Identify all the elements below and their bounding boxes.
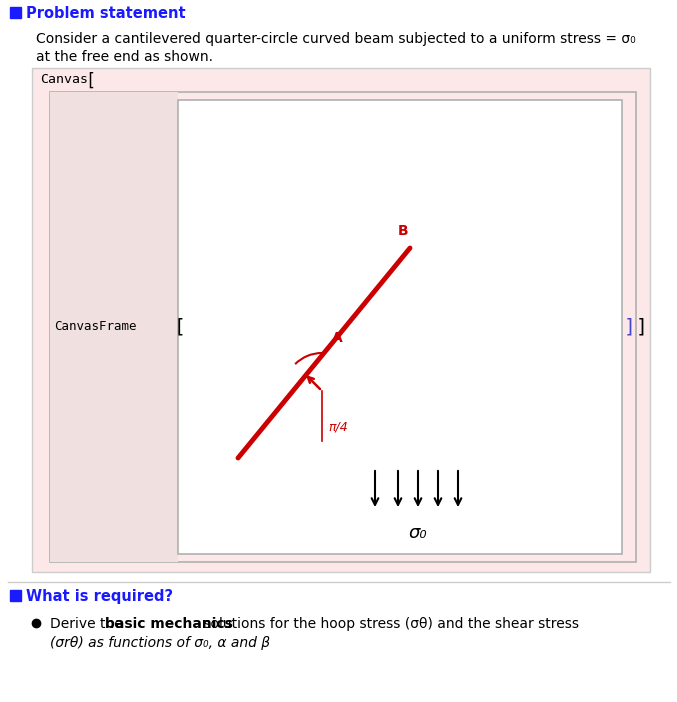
Text: (σrθ) as functions of σ₀, α and β: (σrθ) as functions of σ₀, α and β	[50, 636, 270, 650]
Text: CanvasFrame: CanvasFrame	[54, 321, 137, 333]
Bar	[32, 68, 650, 572]
Bar	[50, 92, 636, 562]
Text: A: A	[332, 331, 343, 345]
Text: [: [	[174, 317, 185, 336]
Text: solutions for the hoop stress (σθ) and the shear stress: solutions for the hoop stress (σθ) and t…	[199, 617, 579, 631]
Text: Consider a cantilevered quarter-circle curved beam subjected to a uniform stress: Consider a cantilevered quarter-circle c…	[36, 32, 636, 46]
Bar	[10, 7, 21, 18]
Text: ]: ]	[636, 317, 648, 336]
Text: Canvas: Canvas	[40, 73, 88, 86]
Text: ]: ]	[624, 317, 636, 336]
Bar	[50, 92, 178, 562]
Text: at the free end as shown.: at the free end as shown.	[36, 50, 213, 64]
Text: Problem statement: Problem statement	[26, 6, 185, 20]
Text: σ₀: σ₀	[408, 524, 427, 542]
Text: B: B	[398, 224, 409, 238]
Text: Derive the: Derive the	[50, 617, 127, 631]
Text: [: [	[85, 72, 95, 90]
Text: What is required?: What is required?	[26, 588, 173, 604]
Text: basic mechanics: basic mechanics	[105, 617, 233, 631]
Text: π/4: π/4	[328, 421, 348, 434]
Bar	[178, 100, 622, 554]
Bar	[10, 590, 21, 601]
